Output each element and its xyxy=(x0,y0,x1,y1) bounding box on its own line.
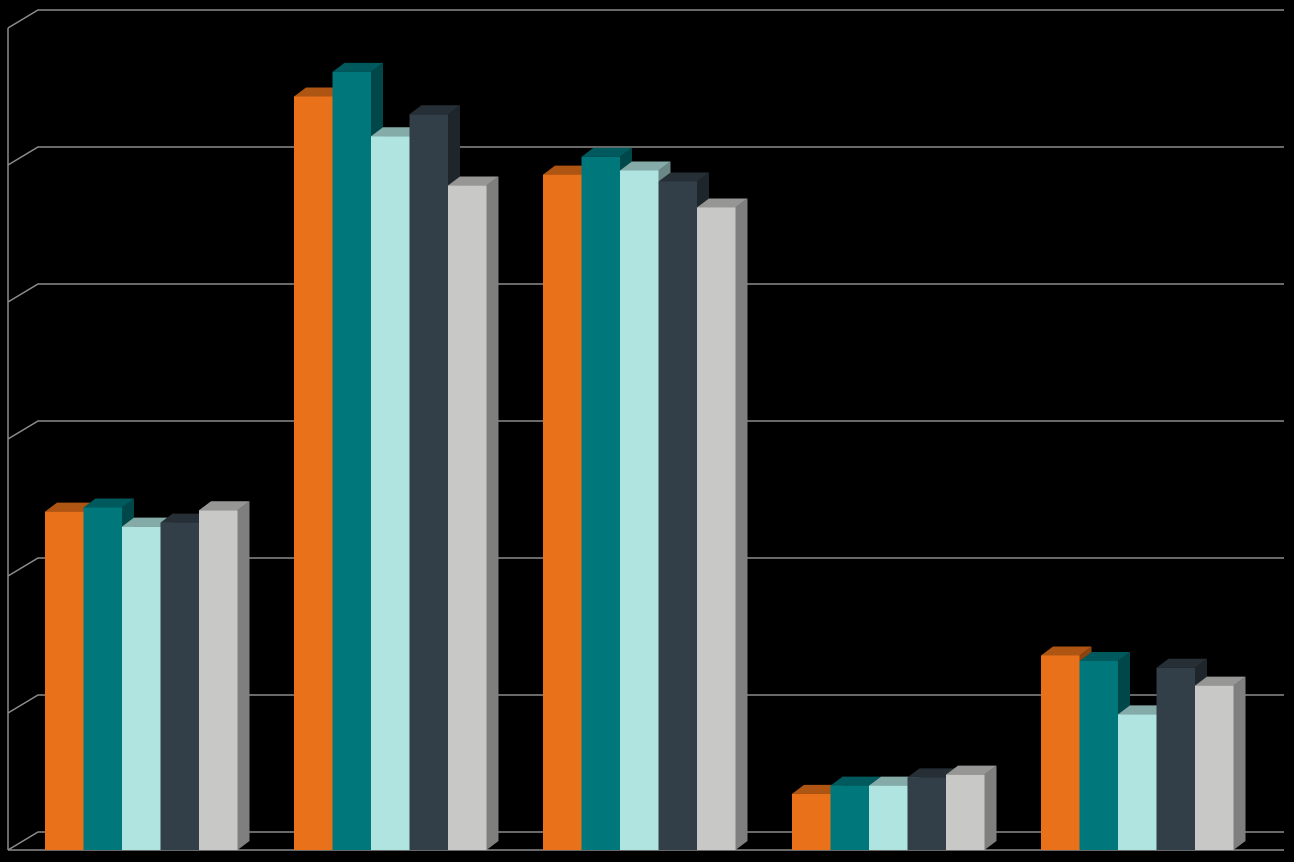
bar-top xyxy=(543,165,594,175)
bar xyxy=(409,114,448,850)
bar-top xyxy=(869,776,920,786)
bar-top xyxy=(620,161,671,171)
bar xyxy=(1079,660,1118,850)
bar xyxy=(792,793,831,850)
bar-side xyxy=(1233,676,1246,850)
bar-top xyxy=(1079,651,1130,661)
bar xyxy=(830,785,869,850)
bar-top xyxy=(946,765,997,775)
grid-line xyxy=(7,146,1284,166)
bar-side xyxy=(486,176,499,851)
bar xyxy=(1118,714,1157,850)
bar xyxy=(448,185,487,851)
bar-top xyxy=(160,513,211,523)
bar-top xyxy=(830,776,881,786)
bar xyxy=(543,174,582,851)
bar xyxy=(294,96,333,850)
bar xyxy=(122,526,161,850)
bar-top xyxy=(294,87,345,97)
bar-top xyxy=(1041,646,1092,656)
bar xyxy=(1195,685,1234,850)
bar xyxy=(45,511,84,850)
bar-top xyxy=(697,198,748,208)
grid-line xyxy=(7,283,1284,303)
bar-top xyxy=(371,127,422,137)
bar-top xyxy=(1156,658,1207,668)
bar-top xyxy=(1118,705,1169,715)
bar-top xyxy=(332,62,383,72)
bar-top xyxy=(45,502,96,512)
bar xyxy=(371,136,410,851)
bar xyxy=(658,181,697,850)
bar-top xyxy=(792,784,843,794)
bar-side xyxy=(984,765,997,850)
bar xyxy=(907,777,946,850)
bar-top xyxy=(907,768,958,778)
grid-line xyxy=(7,694,1284,714)
bar xyxy=(332,71,371,851)
grid-line xyxy=(7,420,1284,440)
bar xyxy=(697,207,736,851)
bar-side xyxy=(237,501,250,850)
grid-line xyxy=(7,557,1284,577)
bar-top xyxy=(448,176,499,186)
bar xyxy=(869,785,908,850)
bar xyxy=(160,522,199,850)
bar-top xyxy=(83,498,134,508)
bar xyxy=(946,774,985,850)
bar xyxy=(620,170,659,851)
grid-line xyxy=(7,9,1284,29)
bar-top xyxy=(199,501,250,511)
bar-top xyxy=(409,105,460,115)
bar-top xyxy=(122,517,173,527)
bar xyxy=(1041,655,1080,850)
bar xyxy=(83,507,122,850)
bar xyxy=(199,510,238,850)
bar-top xyxy=(1195,676,1246,686)
bar-top xyxy=(658,172,709,182)
bar-top xyxy=(581,147,632,157)
bar-side xyxy=(735,198,748,851)
bar xyxy=(581,156,620,850)
bar xyxy=(1156,667,1195,850)
